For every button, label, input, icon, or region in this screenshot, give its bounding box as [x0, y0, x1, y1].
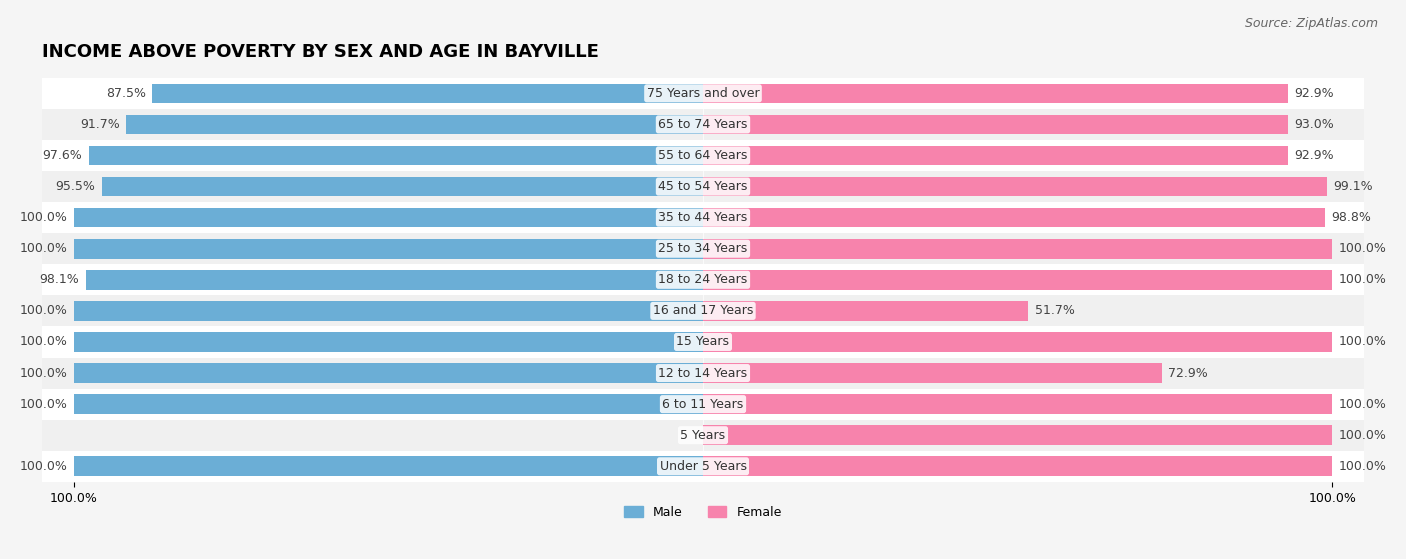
Bar	[73, 363, 703, 383]
Text: 100.0%: 100.0%	[20, 335, 67, 348]
Bar	[89, 146, 703, 165]
Bar	[703, 457, 1333, 476]
Bar	[42, 451, 1364, 482]
Text: 75 Years and over: 75 Years and over	[647, 87, 759, 100]
Bar	[42, 171, 1364, 202]
Bar	[42, 358, 1364, 389]
Bar	[703, 363, 1161, 383]
Text: 45 to 54 Years: 45 to 54 Years	[658, 180, 748, 193]
Text: 99.1%: 99.1%	[1333, 180, 1372, 193]
Bar	[73, 239, 703, 258]
Text: 87.5%: 87.5%	[105, 87, 146, 100]
Bar	[703, 115, 1288, 134]
Text: 97.6%: 97.6%	[42, 149, 83, 162]
Text: 95.5%: 95.5%	[56, 180, 96, 193]
Text: 100.0%: 100.0%	[1339, 335, 1386, 348]
Bar	[42, 389, 1364, 420]
Bar	[703, 208, 1324, 228]
Bar	[703, 270, 1333, 290]
Bar	[703, 146, 1288, 165]
Text: 12 to 14 Years: 12 to 14 Years	[658, 367, 748, 380]
Text: 100.0%: 100.0%	[20, 211, 67, 224]
Text: 15 Years: 15 Years	[676, 335, 730, 348]
Text: 55 to 64 Years: 55 to 64 Years	[658, 149, 748, 162]
Text: 35 to 44 Years: 35 to 44 Years	[658, 211, 748, 224]
Bar	[42, 109, 1364, 140]
Text: 100.0%: 100.0%	[1339, 429, 1386, 442]
Bar	[42, 420, 1364, 451]
Text: 92.9%: 92.9%	[1294, 149, 1334, 162]
Bar	[42, 326, 1364, 358]
Text: 65 to 74 Years: 65 to 74 Years	[658, 118, 748, 131]
Bar	[703, 301, 1028, 321]
Bar	[703, 239, 1333, 258]
Text: 100.0%: 100.0%	[1339, 273, 1386, 286]
Bar	[42, 202, 1364, 233]
Bar	[703, 332, 1333, 352]
Text: INCOME ABOVE POVERTY BY SEX AND AGE IN BAYVILLE: INCOME ABOVE POVERTY BY SEX AND AGE IN B…	[42, 43, 599, 61]
Text: 100.0%: 100.0%	[20, 460, 67, 473]
Bar	[703, 177, 1327, 196]
Bar	[42, 264, 1364, 295]
Bar	[73, 208, 703, 228]
Text: 6 to 11 Years: 6 to 11 Years	[662, 397, 744, 411]
Text: 51.7%: 51.7%	[1035, 305, 1074, 318]
Bar	[73, 394, 703, 414]
Text: 93.0%: 93.0%	[1295, 118, 1334, 131]
Bar	[42, 295, 1364, 326]
Text: 100.0%: 100.0%	[20, 305, 67, 318]
Text: 100.0%: 100.0%	[20, 397, 67, 411]
Text: 98.8%: 98.8%	[1331, 211, 1371, 224]
Text: 100.0%: 100.0%	[20, 367, 67, 380]
Text: 98.1%: 98.1%	[39, 273, 79, 286]
Text: 16 and 17 Years: 16 and 17 Years	[652, 305, 754, 318]
Text: 100.0%: 100.0%	[1339, 242, 1386, 255]
Bar	[703, 425, 1333, 445]
Bar	[101, 177, 703, 196]
Text: Under 5 Years: Under 5 Years	[659, 460, 747, 473]
Text: Source: ZipAtlas.com: Source: ZipAtlas.com	[1244, 17, 1378, 30]
Bar	[152, 83, 703, 103]
Bar	[703, 83, 1288, 103]
Text: 100.0%: 100.0%	[20, 242, 67, 255]
Text: 25 to 34 Years: 25 to 34 Years	[658, 242, 748, 255]
Text: 100.0%: 100.0%	[1339, 397, 1386, 411]
Bar	[42, 233, 1364, 264]
Text: 91.7%: 91.7%	[80, 118, 120, 131]
Bar	[42, 78, 1364, 109]
Bar	[73, 457, 703, 476]
Bar	[73, 332, 703, 352]
Text: 72.9%: 72.9%	[1168, 367, 1208, 380]
Legend: Male, Female: Male, Female	[619, 501, 787, 524]
Bar	[73, 301, 703, 321]
Text: 100.0%: 100.0%	[1339, 460, 1386, 473]
Text: 92.9%: 92.9%	[1294, 87, 1334, 100]
Bar	[42, 140, 1364, 171]
Text: 18 to 24 Years: 18 to 24 Years	[658, 273, 748, 286]
Bar	[125, 115, 703, 134]
Text: 5 Years: 5 Years	[681, 429, 725, 442]
Bar	[703, 394, 1333, 414]
Bar	[86, 270, 703, 290]
